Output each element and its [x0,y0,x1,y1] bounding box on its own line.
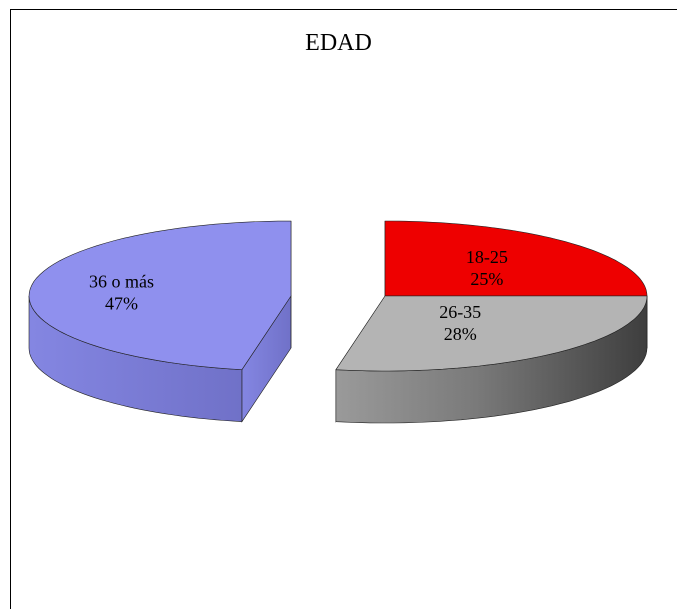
slice-value-label: 47% [105,293,138,313]
slice-label: 18-25 [466,247,508,267]
slice-top [28,220,292,371]
slice-top [384,220,648,297]
chart-frame [10,9,677,609]
slice-label: 26-35 [439,302,481,322]
slice-value-label: 25% [470,269,503,289]
slice-top [335,295,648,372]
slice-label: 36 o más [89,271,154,291]
chart-title: EDAD [305,30,372,56]
slice-value-label: 28% [444,324,477,344]
